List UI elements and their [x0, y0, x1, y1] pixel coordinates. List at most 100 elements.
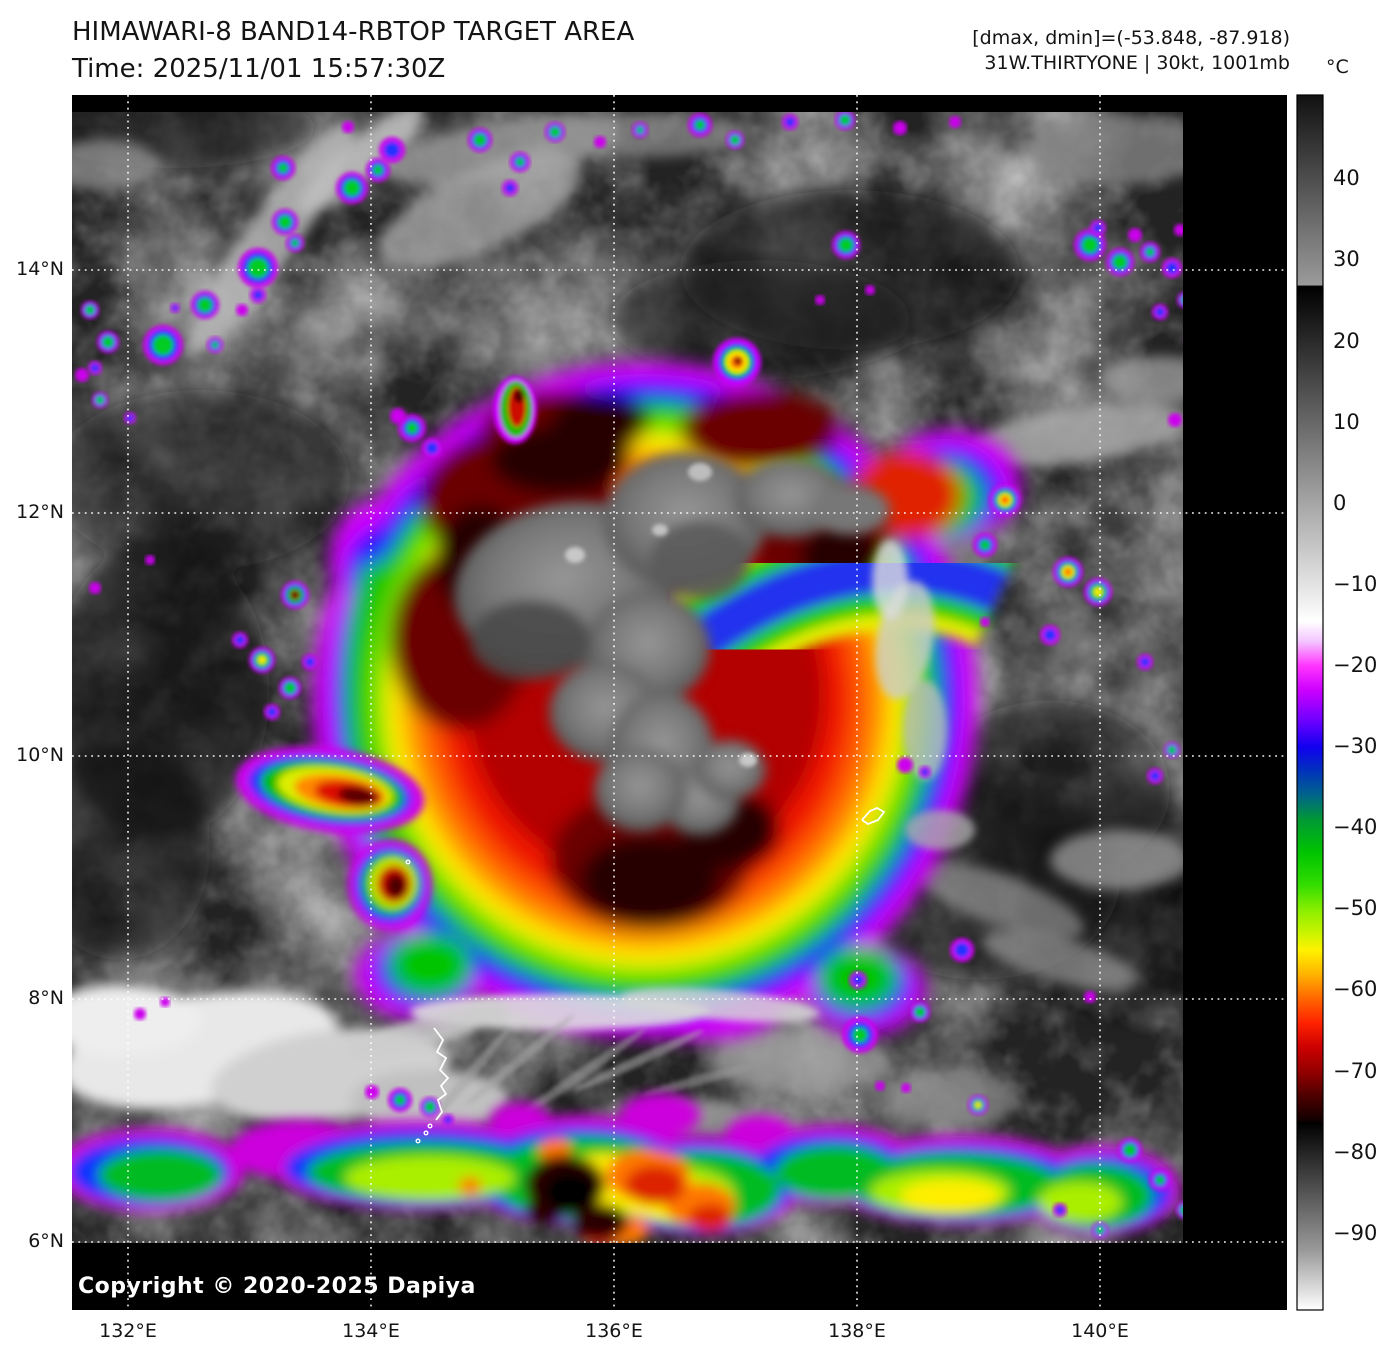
bottom-convection-band: [72, 1093, 1180, 1243]
convective-cell: [919, 766, 931, 778]
convective-cell: [1128, 228, 1142, 242]
colorbar-tick-label: 10: [1333, 409, 1360, 434]
convective-cell: [1053, 557, 1083, 587]
convective-cell: [75, 368, 89, 382]
convective-cell: [92, 392, 108, 408]
convective-cell: [688, 113, 712, 137]
convective-cell: [365, 1085, 379, 1099]
convective-cell: [422, 438, 442, 458]
convective-cell: [1040, 625, 1060, 645]
convective-cell: [388, 1088, 412, 1112]
convective-cell: [143, 325, 183, 365]
convective-cell: [379, 137, 405, 163]
colorbar-gradient: [1296, 94, 1324, 1311]
convective-cell: [279, 677, 301, 699]
convective-cell: [1092, 1222, 1108, 1238]
storm-east-slot: [664, 511, 1024, 690]
colorbar-tick-label: 20: [1333, 328, 1360, 353]
coastline: [433, 1027, 450, 1121]
lat-tick-label: 14°N: [16, 258, 64, 280]
convective-cell: [272, 209, 298, 235]
colorbar-tick-label: −20: [1333, 653, 1378, 677]
convective-cell: [442, 1114, 454, 1126]
convective-cell: [1074, 229, 1106, 261]
latlon-gridlines: [72, 95, 1287, 1310]
convective-cell: [1149, 1169, 1171, 1191]
convective-cell: [88, 361, 102, 375]
convective-cell: [134, 1008, 146, 1020]
storm-rim-white-fringe: [352, 540, 975, 1055]
convective-cell: [815, 295, 825, 305]
lat-tick-label: 6°N: [28, 1230, 64, 1252]
convective-cell: [281, 581, 309, 609]
convective-cell: [1152, 304, 1168, 320]
lon-tick-label: 132°E: [99, 1320, 157, 1342]
west-convective-blobs: [235, 746, 432, 931]
storm-gray-dry-slots: [454, 452, 890, 836]
storm-gray-bright-spots: [565, 463, 757, 767]
convective-cell: [236, 304, 248, 316]
convective-cell: [420, 1097, 440, 1117]
convective-cell: [1174, 224, 1183, 236]
convective-cell: [897, 757, 913, 773]
convective-cell: [1137, 654, 1153, 670]
storm-rim-hot-tower: [493, 338, 761, 444]
convective-cell: [124, 412, 136, 424]
convective-cell: [594, 136, 606, 148]
convective-cell: [726, 131, 744, 149]
convective-cell: [271, 156, 295, 180]
convective-cell: [342, 121, 354, 133]
lon-tick-label: 134°E: [342, 1320, 400, 1342]
convective-cell: [170, 303, 180, 313]
convective-cell: [835, 112, 855, 130]
coastline: [861, 806, 886, 826]
colorbar-tick-label: −40: [1333, 815, 1378, 840]
lon-tick-label: 140°E: [1071, 1320, 1129, 1342]
convective-cell: [1140, 242, 1160, 262]
title-block: HIMAWARI-8 BAND14-RBTOP TARGET AREA Time…: [72, 14, 634, 88]
colorbar-tick-label: 30: [1333, 247, 1360, 272]
convective-cell: [782, 114, 798, 130]
colorbar-tick-label: 40: [1333, 166, 1360, 191]
product-time: Time: 2025/11/01 15:57:30Z: [72, 54, 446, 84]
convective-cell: [207, 337, 223, 353]
colorbar-tick-label: −30: [1333, 734, 1378, 759]
lat-tick-label: 10°N: [16, 744, 64, 766]
convective-cell: [390, 408, 406, 424]
convective-cell: [302, 654, 318, 670]
convective-cell: [89, 582, 101, 594]
convective-cell: [468, 128, 492, 152]
convective-cell: [398, 414, 426, 442]
convective-cell: [1147, 768, 1163, 784]
convective-cell: [510, 152, 530, 172]
convective-cell: [249, 647, 275, 673]
lat-tick-label: 8°N: [28, 987, 64, 1009]
convective-cell: [1118, 1138, 1142, 1162]
convective-cell: [232, 632, 248, 648]
colorbar-unit-label: °C: [1326, 56, 1349, 78]
convective-cell: [145, 555, 155, 565]
gravity-wave-streaks: [431, 1014, 758, 1122]
convective-cell: [973, 533, 997, 557]
convective-cell: [949, 116, 961, 128]
convective-cell: [366, 158, 390, 182]
convective-cell: [1164, 742, 1180, 758]
convective-cell: [1177, 292, 1183, 308]
convective-cell: [1106, 248, 1134, 276]
convective-cell: [1168, 413, 1182, 427]
colorbar-tick-label: −10: [1333, 571, 1378, 596]
convective-cell: [1084, 991, 1096, 1003]
islet-dot: [427, 1123, 433, 1129]
colorbar-tick-label: 0: [1333, 490, 1347, 515]
convective-cell: [1176, 1201, 1183, 1219]
convective-cell: [336, 172, 368, 204]
convective-cell: [875, 1081, 885, 1091]
product-title: HIMAWARI-8 BAND14-RBTOP TARGET AREA: [72, 17, 635, 47]
lon-tick-label: 136°E: [585, 1320, 643, 1342]
island-coastlines: [405, 806, 886, 1144]
convective-cell: [238, 248, 278, 288]
colorbar-tick-label: −90: [1333, 1220, 1378, 1245]
convective-cell: [81, 301, 99, 319]
convective-cell: [286, 234, 304, 252]
